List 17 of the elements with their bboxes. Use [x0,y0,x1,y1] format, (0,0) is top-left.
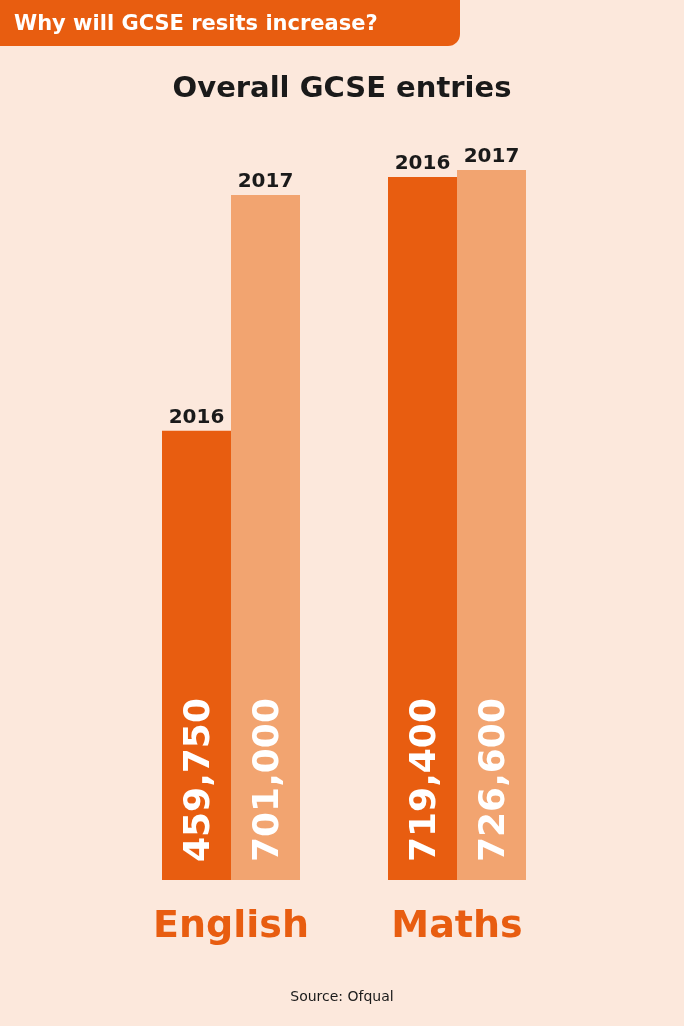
series-label: 2017 [237,168,294,193]
bar [388,177,457,880]
data-label: 726,600 [471,698,512,862]
data-label: 701,000 [245,698,286,862]
data-label: 459,750 [176,698,217,862]
text: 2016 [394,150,451,175]
chart-title: Why will GCSE resits increase? [0,0,460,46]
data-label: 719,400 [402,698,443,862]
series-label: 2016 [168,403,225,428]
x-tick-label: Maths [391,901,523,946]
chart-subtitle: Overall GCSE entries [171,70,513,104]
bar [162,430,231,880]
bar [457,170,526,880]
x-tick-label: English [153,901,309,946]
bar [231,195,300,880]
source-note: Source: Ofqual [289,988,395,1004]
text: 2017 [463,143,520,167]
